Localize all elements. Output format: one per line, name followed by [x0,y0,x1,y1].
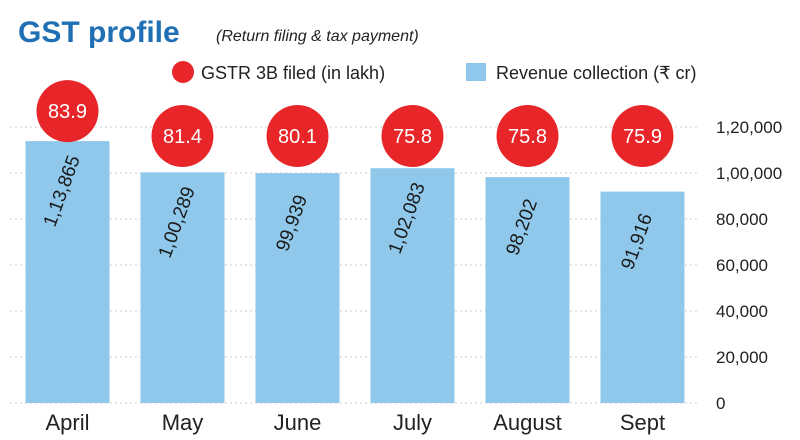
legend: GSTR 3B filed (in lakh) Revenue collecti… [172,61,697,83]
category-label: July [393,410,432,435]
bubble-value-label: 81.4 [163,126,202,148]
category-label: Sept [620,410,665,435]
category-label: May [162,410,204,435]
category-label: April [45,410,89,435]
bars [25,141,685,403]
bar-revenue [25,141,110,403]
gridlines [10,126,700,404]
bubble-gstr [151,105,214,167]
chart-subtitle: (Return filing & tax payment) [216,28,419,45]
chart-title: GST profile [18,16,180,49]
legend-bar-swatch [466,63,486,81]
y-tick-label: 1,00,000 [716,164,782,183]
bubble-value-label: 75.8 [508,126,547,148]
legend-bar-label: Revenue collection (₹ cr) [496,63,697,83]
x-axis-categories: April May June July August Sept [45,410,665,435]
bubble-value-label: 80.1 [278,126,317,148]
y-axis-ticks: 0 20,000 40,000 60,000 80,000 1,00,000 1,20,00… [716,118,782,413]
bubble-value-label: 83.9 [48,101,87,123]
bubble-gstr [266,105,329,167]
bubble-gstr [611,105,674,167]
category-label: June [274,410,322,435]
y-tick-label: 1,20,000 [716,118,782,137]
y-tick-label: 20,000 [716,348,768,367]
legend-bubble-swatch [172,61,194,83]
y-tick-label: 40,000 [716,302,768,321]
y-tick-label: 60,000 [716,256,768,275]
category-label: August [493,410,562,435]
y-tick-label: 80,000 [716,210,768,229]
bubble-gstr [36,80,99,143]
legend-bubble-label: GSTR 3B filed (in lakh) [201,63,385,83]
bubble-gstr [496,105,559,167]
bubble-gstr [381,105,444,167]
bar-revenue [600,191,685,403]
bubbles: 83.9 81.4 80.1 75.8 75.8 75.9 [36,80,674,167]
bar-revenue [255,173,340,403]
bar-revenue [140,172,225,403]
bar-revenue [485,177,570,403]
bubble-value-label: 75.8 [393,126,432,148]
y-tick-label: 0 [716,394,725,413]
bubble-value-label: 75.9 [623,126,662,148]
bar-revenue [370,168,455,403]
